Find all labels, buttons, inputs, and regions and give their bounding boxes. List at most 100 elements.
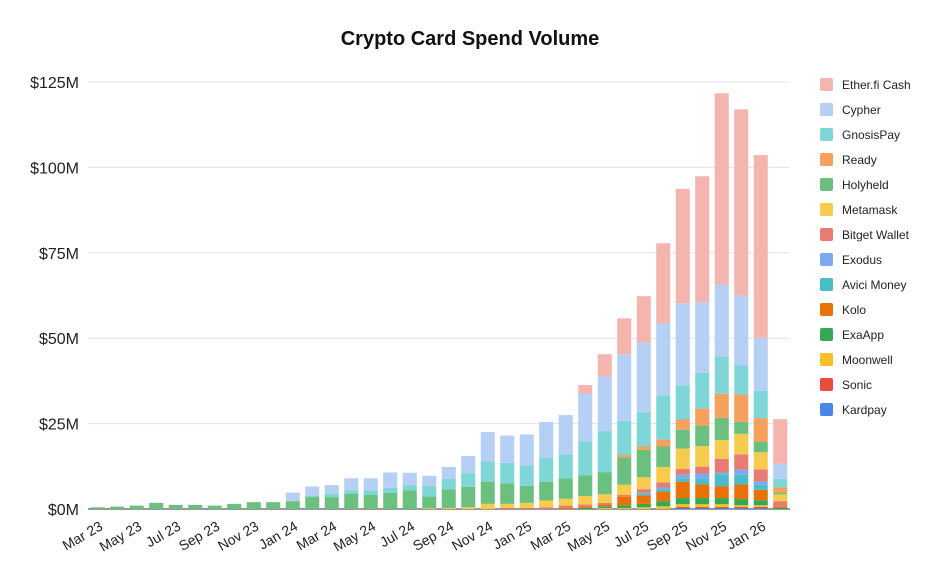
bar-segment: [656, 506, 671, 509]
bar-segment: [753, 155, 768, 338]
bar-segment: [636, 342, 651, 413]
bar-segment: [441, 478, 456, 490]
bar-segment: [753, 469, 768, 482]
bar-segment: [617, 457, 632, 485]
legend-label: Kolo: [842, 302, 867, 317]
x-tick-label: Sep 25: [644, 518, 691, 554]
legend: Ether.fi Cash Cypher GnosisPay Ready Holyhel…: [820, 72, 938, 422]
bar-segment: [714, 439, 729, 459]
bar-stack: [441, 466, 456, 509]
x-tick-label: Mar 23: [60, 518, 106, 554]
legend-swatch: [820, 78, 833, 91]
legend-item: Moonwell: [820, 347, 938, 372]
bar-stack: [266, 502, 281, 509]
bar-segment: [675, 303, 690, 386]
legend-item: Metamask: [820, 197, 938, 222]
bar-segment: [617, 496, 632, 506]
bar-segment: [753, 481, 768, 485]
bar-segment: [714, 393, 729, 418]
bar-segment: [480, 461, 495, 482]
bar-segment: [753, 452, 768, 470]
bar-segment: [695, 408, 710, 426]
bar-segment: [734, 454, 749, 470]
bar-segment: [422, 475, 437, 487]
bar-stack: [617, 318, 632, 509]
bar-segment: [422, 496, 437, 509]
x-tick-label: Mar 24: [294, 518, 340, 554]
x-tick-label: Nov 25: [683, 518, 730, 554]
bar-segment: [675, 507, 690, 509]
bar-segment: [519, 465, 534, 486]
bar-segment: [636, 489, 651, 493]
bar-segment: [675, 188, 690, 304]
legend-item: Sonic: [820, 372, 938, 397]
legend-swatch: [820, 228, 833, 241]
bar-segment: [714, 474, 729, 487]
bar-segment: [500, 483, 515, 504]
legend-swatch: [820, 353, 833, 366]
bar-segment: [675, 385, 690, 420]
bar-stack: [402, 472, 417, 509]
bar-segment: [773, 419, 788, 464]
bar-segment: [558, 505, 573, 508]
bar-stack: [344, 478, 359, 509]
legend-label: Cypher: [842, 102, 881, 117]
bar-segment: [695, 506, 710, 508]
bar-segment: [695, 498, 710, 505]
gridlines: [88, 81, 790, 510]
bar-segment: [597, 502, 612, 505]
bar-segment: [383, 472, 398, 488]
bar-stack: [753, 155, 768, 509]
bar-segment: [734, 109, 749, 296]
bar-segment: [461, 473, 476, 487]
legend-swatch: [820, 253, 833, 266]
bar-segment: [734, 365, 749, 395]
bar-stack: [461, 456, 476, 509]
bar-segment: [597, 431, 612, 473]
bar-segment: [675, 478, 690, 482]
bar-segment: [617, 507, 632, 509]
bar-segment: [305, 496, 320, 498]
bar-segment: [753, 505, 768, 507]
y-axis: $0M $25M $50M $75M $100M $125M: [30, 75, 79, 519]
bar-segment: [558, 454, 573, 479]
bar-segment: [324, 493, 339, 498]
x-tick-label: Sep 23: [176, 518, 223, 554]
bar-segment: [578, 441, 593, 476]
y-tick-label: $75M: [39, 246, 79, 263]
bar-stack: [90, 507, 105, 509]
legend-label: Ready: [842, 152, 877, 167]
x-tick-label: Jan 24: [256, 518, 301, 553]
bar-segment: [480, 481, 495, 504]
bar-segment: [597, 472, 612, 495]
bar-segment: [695, 507, 710, 509]
bar-segment: [734, 499, 749, 506]
bar-segment: [773, 506, 788, 508]
legend-item: Avici Money: [820, 272, 938, 297]
bar-segment: [227, 503, 242, 509]
bar-segment: [578, 506, 593, 508]
bar-segment: [636, 446, 651, 450]
bar-segment: [402, 472, 417, 486]
bar-segment: [578, 504, 593, 507]
x-tick-label: May 25: [564, 518, 612, 555]
y-tick-label: $125M: [30, 75, 79, 92]
bar-segment: [656, 466, 671, 483]
bar-segment: [129, 505, 144, 509]
legend-label: Bitget Wallet: [842, 227, 909, 242]
y-tick-label: $50M: [39, 331, 79, 348]
x-tick-label: Sep 24: [410, 518, 457, 554]
x-tick-label: Jul 25: [611, 518, 652, 551]
bar-segment: [344, 490, 359, 494]
bar-segment: [734, 507, 749, 509]
bar-segment: [597, 504, 612, 507]
bar-stack: [324, 485, 339, 509]
legend-item: Cypher: [820, 97, 938, 122]
bar-segment: [714, 507, 729, 509]
bar-segment: [363, 490, 378, 495]
legend-item: GnosisPay: [820, 122, 938, 147]
bar-segment: [753, 442, 768, 453]
bar-stack: [597, 354, 612, 509]
bar-segment: [753, 337, 768, 391]
